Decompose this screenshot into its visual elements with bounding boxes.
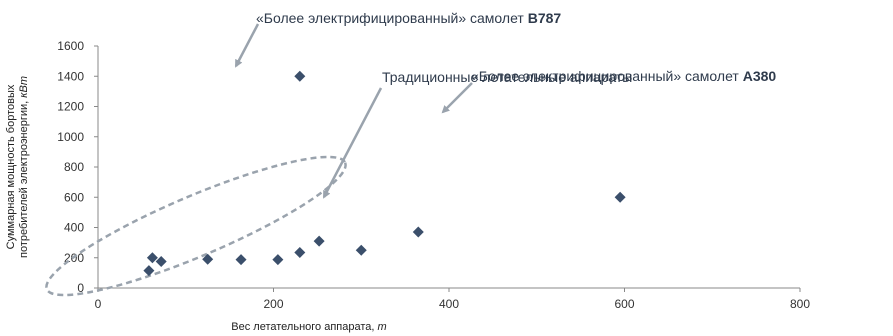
data-point-marker	[146, 252, 158, 264]
data-point-marker	[235, 254, 247, 266]
y-tick-label: 1400	[57, 69, 84, 83]
data-point-marker	[272, 254, 284, 266]
x-tick-label: 0	[95, 297, 102, 311]
x-tick-label: 800	[790, 297, 810, 311]
data-points-group	[143, 70, 626, 277]
data-point-marker	[313, 235, 325, 247]
b787-annotation: «Более электрифицированный» самолет B787	[256, 10, 561, 26]
data-point-marker	[614, 191, 626, 203]
data-point-marker	[294, 246, 306, 258]
traditional-annotation: Традиционные летательные аппараты	[382, 69, 632, 85]
data-point-marker	[143, 265, 155, 277]
data-point-marker	[412, 226, 424, 238]
traditional-cluster-ellipse	[45, 155, 347, 297]
y-tick-label: 1200	[57, 100, 84, 114]
b787-arrow	[234, 23, 260, 68]
y-tick-label: 800	[64, 160, 84, 174]
y-tick-label: 400	[64, 221, 84, 235]
x-tick-label: 600	[614, 297, 634, 311]
y-axis-title-line2: потребителей электроэнергии, кВт	[18, 76, 30, 258]
y-tick-label: 1000	[57, 130, 84, 144]
data-point-marker	[355, 244, 367, 256]
y-tick-label: 0	[77, 281, 84, 295]
y-tick-label: 600	[64, 190, 84, 204]
y-axis-title-line1: Суммарная мощность бортовых	[5, 84, 17, 249]
a380-annotation: «Более электрифицированный» самолет A380	[471, 68, 776, 84]
a380-arrow	[441, 82, 473, 114]
y-tick-label: 1600	[57, 39, 84, 53]
traditional-arrow	[322, 87, 383, 199]
data-point-marker	[294, 70, 306, 82]
x-tick-label: 200	[263, 297, 283, 311]
x-axis-title: Вес летательного аппарата, т	[231, 321, 386, 333]
data-point-marker	[155, 256, 167, 268]
x-tick-group: 0 200 400 600 800	[95, 288, 810, 311]
x-tick-label: 400	[439, 297, 459, 311]
data-point-marker	[202, 253, 214, 265]
